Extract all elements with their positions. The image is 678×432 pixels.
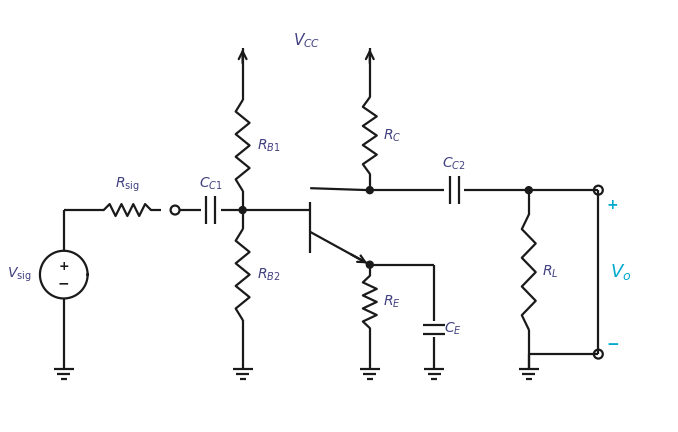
Text: +: +: [606, 198, 618, 212]
Text: $R_{\rm sig}$: $R_{\rm sig}$: [115, 176, 140, 194]
Text: $R_{B1}$: $R_{B1}$: [256, 137, 280, 154]
Text: $C_{C1}$: $C_{C1}$: [199, 176, 222, 192]
Text: +: +: [58, 260, 69, 273]
Text: $R_L$: $R_L$: [542, 264, 558, 280]
Text: $C_{C2}$: $C_{C2}$: [443, 156, 466, 172]
Circle shape: [366, 187, 374, 194]
Text: −: −: [606, 337, 619, 352]
Text: $C_E$: $C_E$: [444, 321, 462, 337]
Text: $R_{B2}$: $R_{B2}$: [256, 267, 280, 283]
Text: $R_C$: $R_C$: [382, 127, 401, 144]
Text: $R_E$: $R_E$: [382, 294, 401, 310]
Text: $V_{\rm sig}$: $V_{\rm sig}$: [7, 266, 32, 284]
Circle shape: [239, 206, 246, 213]
Circle shape: [525, 187, 532, 194]
Circle shape: [366, 261, 374, 268]
Text: −: −: [58, 276, 70, 291]
Text: $V_{CC}$: $V_{CC}$: [293, 31, 320, 50]
Text: $V_o$: $V_o$: [610, 262, 632, 282]
